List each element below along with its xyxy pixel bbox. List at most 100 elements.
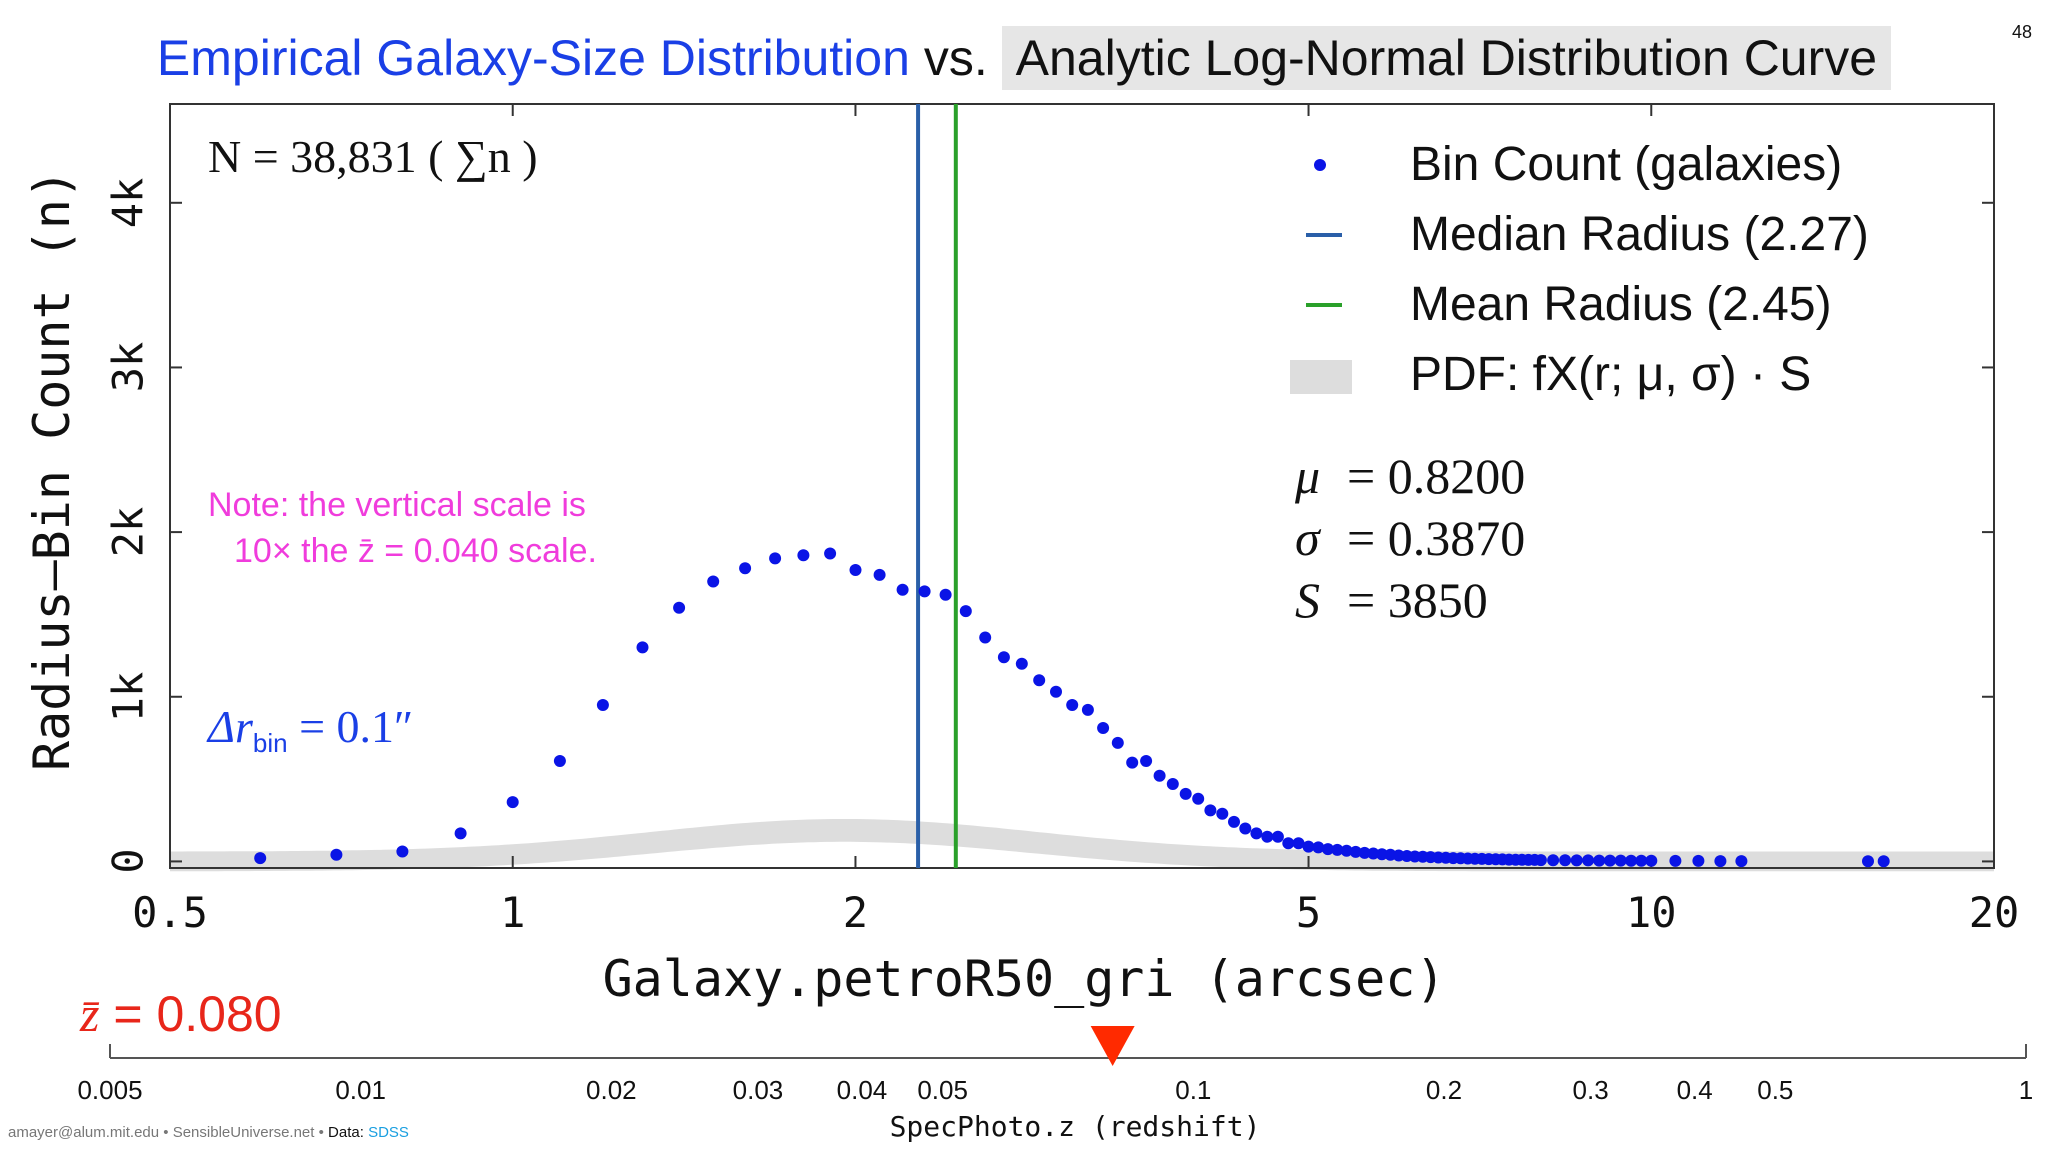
bin-count-point (1547, 854, 1560, 867)
bin-count-point (1192, 792, 1205, 805)
redshift-marker-icon (1090, 1026, 1135, 1066)
bin-count-point (1033, 674, 1046, 687)
slide-number: 48 (2011, 22, 2032, 42)
bin-count-point (997, 651, 1010, 664)
bin-count-point (1015, 657, 1028, 670)
bin-count-point (1714, 855, 1727, 868)
legend-label: PDF: fX(r; μ, σ) · S (1410, 348, 1812, 401)
bin-count-point (1614, 854, 1627, 867)
bin-count-point (896, 583, 909, 596)
redshift-tick-label: 0.1 (1175, 1075, 1212, 1105)
y-axis-label: Radius–Bin Count (n) (23, 168, 81, 772)
bin-count-point (1340, 844, 1353, 857)
redshift-label: z̄ = 0.080 (80, 985, 282, 1043)
legend-symbol-line (1290, 270, 1350, 340)
bin-count-point (1153, 769, 1166, 782)
redshift-bar-layer (109, 1026, 2027, 1066)
title-part-vs: vs. (923, 30, 988, 86)
bin-count-point (1692, 854, 1705, 867)
bin-count-point (1250, 827, 1263, 840)
y-tick-label: 3k (103, 342, 153, 393)
plot-frame (169, 103, 1995, 869)
bin-count-point (1367, 847, 1380, 860)
redshift-tick-label: 0.02 (586, 1075, 637, 1105)
bin-width-symbol: Δr (208, 701, 253, 752)
scale-note-line2: 10× the z̄ = 0.040 scale. (234, 532, 597, 570)
legend-label: Bin Count (galaxies) (1410, 138, 1843, 191)
bin-count-point (1081, 703, 1094, 716)
redshift-tick-label: 0.5 (1757, 1075, 1794, 1105)
credit-source-link[interactable]: SDSS (368, 1124, 409, 1141)
bin-count-point (1604, 854, 1616, 867)
y-tick-label: 0 (103, 848, 153, 875)
distribution-parameters: μ = 0.8200 σ = 0.3870 S = 3850 (1295, 445, 1525, 631)
y-tick-label: 4k (103, 177, 153, 229)
bin-count-point (1312, 841, 1325, 854)
bin-count-point (1261, 830, 1274, 843)
parameter-value: = 3850 (1347, 572, 1488, 628)
bin-count-point (1375, 848, 1388, 861)
bin-count-point (939, 588, 952, 601)
chart-title: Empirical Galaxy-Size Distribution vs. A… (0, 18, 2048, 98)
x-tick-label: 20 (1968, 888, 2020, 937)
credit-line: amayer@alum.mit.edu • SensibleUniverse.n… (8, 1124, 409, 1141)
bin-count-point (506, 796, 519, 809)
bin-count-point (1292, 837, 1305, 850)
bin-count-point (1282, 837, 1295, 850)
redshift-tick-label: 0.03 (732, 1075, 784, 1105)
bin-count-point (1635, 854, 1648, 867)
x-tick-label: 5 (1295, 888, 1322, 937)
x-tick-label: 10 (1625, 888, 1677, 937)
bin-count-point (1358, 846, 1371, 859)
credit-author: amayer@alum.mit.edu • SensibleUniverse.n… (8, 1124, 329, 1141)
bin-count-point (1534, 854, 1547, 867)
x-tick-label: 2 (842, 888, 869, 937)
bin-count-point (979, 631, 992, 644)
bin-count-point (918, 585, 931, 598)
credit-data-label: Data: (328, 1124, 369, 1141)
parameter-row: μ = 0.8200 (1295, 445, 1525, 507)
legend-symbol-dot (1290, 130, 1350, 200)
y-tick-label: 2k (103, 506, 153, 558)
bin-count-point (1050, 685, 1062, 698)
parameter-symbol: S (1295, 572, 1320, 628)
legend-symbol-line (1290, 200, 1350, 270)
redshift-tick-label: 0.005 (77, 1075, 143, 1105)
bin-count-point (1321, 843, 1334, 856)
bin-count-point (553, 755, 566, 767)
parameter-value: = 0.8200 (1347, 448, 1526, 504)
bin-count-point (1625, 854, 1638, 867)
bin-count-point (673, 601, 686, 614)
redshift-tick-label: 0.01 (335, 1075, 386, 1105)
bin-count-point (1669, 854, 1682, 867)
bin-count-point (707, 575, 720, 588)
legend-label: Mean Radius (2.45) (1410, 278, 1832, 331)
bin-count-point (454, 827, 467, 840)
bin-count-point (1593, 854, 1606, 867)
bin-count-point (739, 562, 752, 575)
bin-width-subscript: bin (252, 728, 288, 759)
bin-count-point (1216, 807, 1229, 820)
bin-count-point (1349, 845, 1362, 858)
x-axis-label: Galaxy.petroR50_gri (arcsec) (602, 950, 1446, 1008)
redshift-tick-label: 0.05 (917, 1075, 968, 1105)
bin-count-point (1559, 854, 1572, 867)
redshift-tick-label: 0.2 (1425, 1075, 1463, 1105)
parameter-row: σ = 0.3870 (1295, 507, 1525, 569)
bin-width-annotation: Δrbin = 0.1″ (208, 700, 413, 759)
scale-note: Note: the vertical scale is 10× the z̄ =… (208, 482, 597, 574)
bin-count-point (1862, 855, 1874, 868)
bin-count-point (596, 699, 609, 711)
x-tick-label: 1 (500, 888, 526, 937)
bin-count-point (1111, 736, 1124, 749)
legend-symbol-band (1290, 340, 1352, 410)
bin-count-point (769, 552, 782, 565)
y-tick-label: 1k (103, 671, 153, 723)
bin-count-point (1097, 722, 1110, 734)
bin-count-point (849, 564, 862, 576)
bin-count-point (1582, 854, 1595, 867)
bin-count-point (1140, 755, 1153, 767)
bin-count-point (636, 641, 649, 654)
redshift-tick-label: 0.3 (1572, 1075, 1609, 1105)
